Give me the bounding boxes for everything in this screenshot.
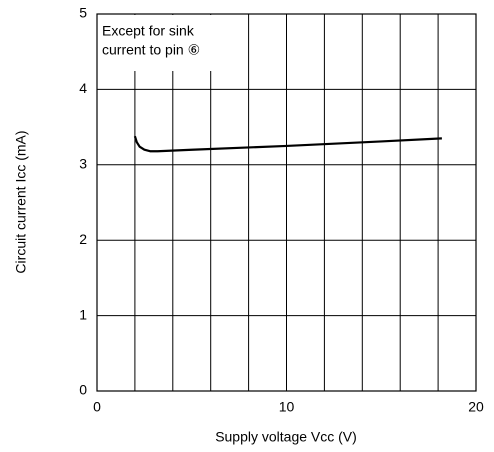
annotation: current to pin ⑥ (102, 42, 200, 58)
y-tick-label: 2 (79, 231, 87, 247)
y-tick-label: 3 (79, 156, 87, 172)
y-tick-label: 0 (79, 382, 87, 398)
annotation-box (98, 15, 246, 71)
plot-frame (96, 13, 477, 392)
y-tick-label: 4 (79, 80, 87, 96)
y-axis-label: Circuit current Icc (mA) (13, 130, 29, 273)
y-tick-label: 5 (79, 5, 87, 21)
x-tick-label: 10 (279, 399, 295, 415)
annotation: Except for sink (102, 23, 195, 39)
x-axis-label: Supply voltage Vcc (V) (215, 429, 357, 445)
x-tick-label: 0 (93, 399, 101, 415)
y-tick-label: 1 (79, 306, 87, 322)
x-tick-label: 20 (468, 399, 484, 415)
line (133, 135, 442, 153)
